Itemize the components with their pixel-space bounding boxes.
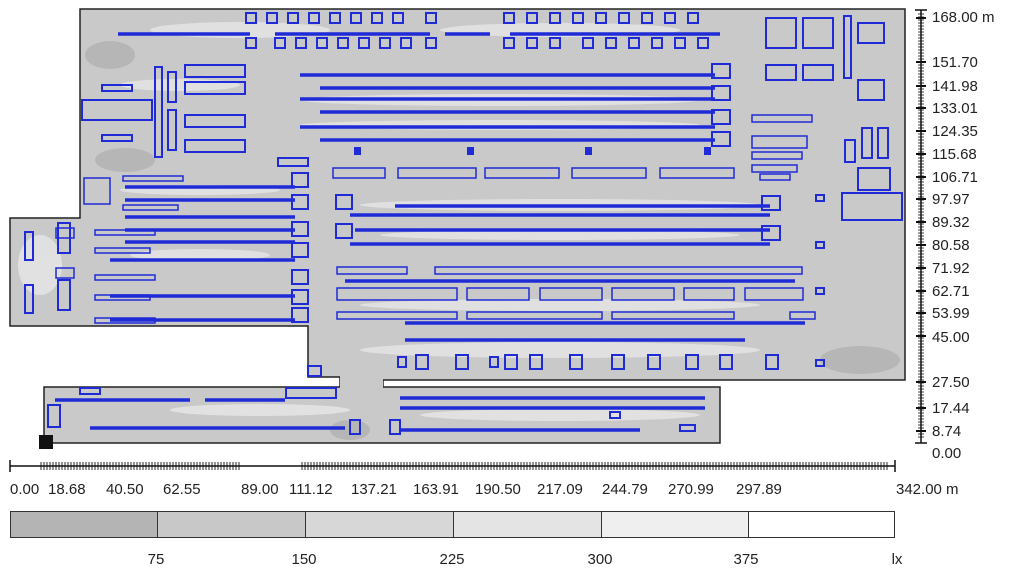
x-tick-label: 89.00 [241,481,279,498]
column-markers [354,147,711,155]
x-tick-label: 62.55 [163,481,201,498]
legend-band-1 [10,511,158,538]
y-tick-label: 106.71 [932,169,978,186]
legend-band-2 [157,511,306,538]
y-tick-label: 80.58 [932,237,970,254]
fixture-rows [55,114,816,324]
legend-band-3 [305,511,454,538]
x-tick-label: 163.91 [413,481,459,498]
legend-band-6 [748,511,895,538]
x-tick-label: 342.00 m [896,481,959,498]
iso-lux-dark-areas [85,41,900,440]
y-tick-label: 97.97 [932,191,970,208]
x-tick-label: 190.50 [475,481,521,498]
legend-band-4 [453,511,602,538]
y-tick-label: 133.01 [932,100,978,117]
x-tick-label: 18.68 [48,481,86,498]
top-square-fixtures [245,12,709,49]
y-tick-label: 141.98 [932,78,978,95]
building-blue-layout [24,12,903,435]
y-tick-label: 71.92 [932,260,970,277]
right-connector-boxes [291,63,781,323]
y-tick-label: 89.32 [932,214,970,231]
x-tick-label: 244.79 [602,481,648,498]
bottom-equipment [47,354,779,435]
y-tick-label: 45.00 [932,329,970,346]
y-tick-label: 8.74 [932,423,962,440]
legend-band-5 [601,511,749,538]
right-equipment [765,15,903,367]
legend-label: 375 [733,551,759,568]
origin-marker [39,435,53,449]
x-tick-label: 217.09 [537,481,583,498]
x-axis-scale [9,460,896,472]
y-tick-label: 124.35 [932,123,978,140]
y-tick-label: 17.44 [932,400,970,417]
legend-label: 75 [147,551,165,568]
y-tick-label: 0.00 [932,445,962,462]
y-tick-label: 115.68 [932,146,977,163]
x-tick-label: 111.12 [289,481,333,498]
legend-unit: lx [891,551,903,568]
x-tick-label: 297.89 [736,481,782,498]
y-tick-label: 62.71 [932,283,970,300]
legend-label: 225 [439,551,465,568]
y-axis-scale [915,9,927,444]
x-tick-label: 40.50 [106,481,144,498]
y-tick-label: 151.70 [932,54,978,71]
legend-label: 300 [587,551,613,568]
long-conveyor-lines [55,32,805,432]
x-tick-label: 137.21 [351,481,397,498]
y-tick-label: 27.50 [932,374,970,391]
y-tick-label: 53.99 [932,305,970,322]
x-tick-label: 270.99 [668,481,714,498]
x-tick-label: 0.00 [10,481,40,498]
y-tick-label: 168.00 m [932,9,995,26]
legend-label: 150 [291,551,317,568]
